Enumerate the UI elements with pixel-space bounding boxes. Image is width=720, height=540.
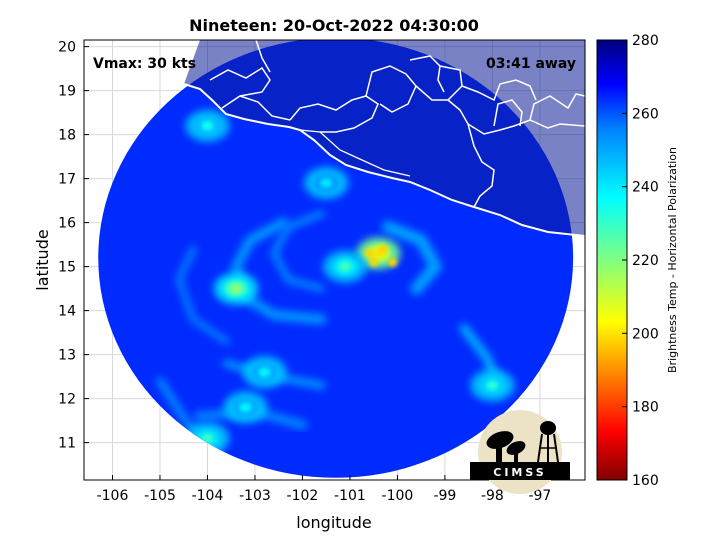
y-tick-label: 14 [58,304,76,320]
colorbar-tick-label: 180 [632,400,659,416]
y-tick-label: 11 [58,436,76,452]
x-tick-label: -100 [382,488,414,504]
convective-peak [201,433,214,444]
x-tick-label: -106 [97,488,129,504]
cimss-logo: CIMSS [470,410,570,494]
colorbar-ticks: 160 180 200 220 240 260 280 [622,33,659,489]
x-tick-label: -103 [239,488,271,504]
state-border [529,93,585,121]
convective-peak [486,380,499,391]
x-tick-label: -101 [334,488,366,504]
y-tick-label: 13 [58,348,76,364]
chart-title: Nineteen: 20-Oct-2022 04:30:00 [189,16,479,35]
y-tick-label: 16 [58,216,76,232]
y-tick-label: 18 [58,128,76,144]
x-tick-label: -104 [192,488,224,504]
cold-core-pixel [364,248,374,258]
logo-base [470,462,570,480]
x-tick-label: -98 [481,488,504,504]
convective-peak [229,283,242,294]
vmax-annotation: Vmax: 30 kts [93,56,196,72]
x-tick-label: -102 [287,488,319,504]
time-offset-annotation: 03:41 away [486,56,576,72]
state-border [461,79,537,102]
state-border [209,66,271,109]
state-border [493,99,523,127]
x-tick-label: -99 [433,488,456,504]
x-tick-label: -97 [528,488,551,504]
plot-frame [83,39,586,481]
swath-features [155,109,515,455]
y-tick-label: 12 [58,392,76,408]
logo-text: CIMSS [493,466,546,479]
rain-band [269,210,325,293]
state-border [365,65,417,113]
satellite-dish-water-tower-icon [486,421,559,463]
cold-core-pixel [369,257,379,267]
colorbar-tick-label: 200 [632,326,659,342]
state-border [409,55,463,101]
state-border [447,99,585,135]
state-border [467,123,495,208]
x-tick-label: -105 [144,488,176,504]
land-region [184,40,585,236]
colorbar-tick-label: 240 [632,180,659,196]
state-border [255,40,271,73]
y-axis-label: latitude [33,229,52,290]
x-axis-label: longitude [296,513,371,532]
colorbar-tick-label: 160 [632,473,659,489]
land-overlay [183,40,585,237]
cold-core-pixel [378,244,388,254]
convective-peak [239,402,252,413]
colorbar-tick-label: 280 [632,33,659,49]
state-border [437,65,445,93]
y-tick-label: 15 [58,260,76,276]
rain-band [381,221,443,295]
rain-band [175,245,230,345]
y-ticks: 11 12 13 14 15 16 17 18 19 20 [58,40,89,452]
convective-peak [339,261,352,272]
colorbar-label: Brightness Temp - Horizontal Polarizatio… [666,147,679,373]
state-border [239,95,291,121]
colorbar-tick-label: 260 [632,106,659,122]
convective-peak [201,120,214,131]
coastline [183,83,585,237]
y-tick-label: 20 [58,40,76,56]
convective-peak [320,178,333,188]
cold-core-pixel [388,257,398,267]
y-tick-label: 19 [58,84,76,100]
colorbar-tick-label: 220 [632,253,659,269]
state-border [299,129,411,177]
convective-peak [258,367,271,378]
y-tick-label: 17 [58,172,76,188]
